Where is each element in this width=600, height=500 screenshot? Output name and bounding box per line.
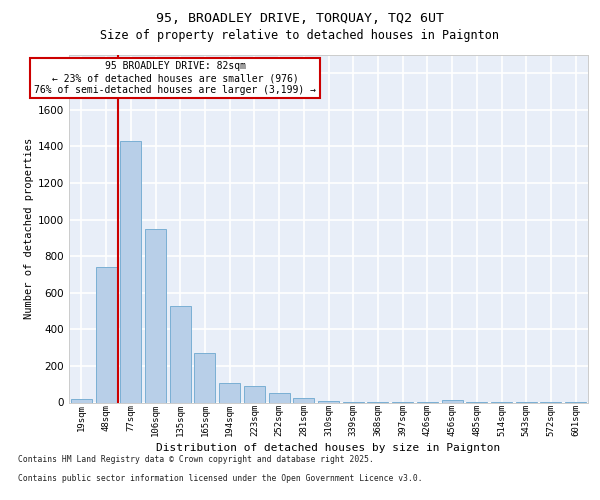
X-axis label: Distribution of detached houses by size in Paignton: Distribution of detached houses by size … [157,443,500,453]
Bar [71,399,92,402]
Bar [194,353,215,403]
Bar [293,398,314,402]
Bar [120,141,141,403]
Bar [219,384,240,402]
Bar [318,400,339,402]
Text: 95, BROADLEY DRIVE, TORQUAY, TQ2 6UT: 95, BROADLEY DRIVE, TORQUAY, TQ2 6UT [156,12,444,26]
Text: Contains public sector information licensed under the Open Government Licence v3: Contains public sector information licen… [18,474,422,483]
Bar [145,229,166,402]
Bar [442,400,463,402]
Bar [170,306,191,402]
Bar [244,386,265,402]
Bar [95,267,116,402]
Text: 95 BROADLEY DRIVE: 82sqm
← 23% of detached houses are smaller (976)
76% of semi-: 95 BROADLEY DRIVE: 82sqm ← 23% of detach… [34,62,316,94]
Text: Contains HM Land Registry data © Crown copyright and database right 2025.: Contains HM Land Registry data © Crown c… [18,456,374,464]
Y-axis label: Number of detached properties: Number of detached properties [24,138,34,320]
Text: Size of property relative to detached houses in Paignton: Size of property relative to detached ho… [101,29,499,42]
Bar [269,394,290,402]
